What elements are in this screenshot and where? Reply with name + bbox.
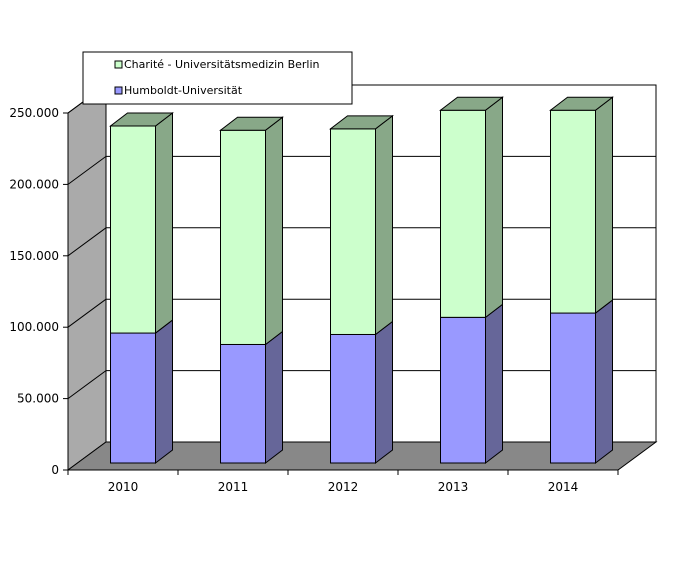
bar-side-face <box>375 114 393 336</box>
bar-front-face <box>330 333 376 464</box>
bar-segment-charite-2014 <box>549 96 614 315</box>
bar-front-face <box>110 125 156 334</box>
bar-top-face <box>549 96 614 111</box>
bar-side-face <box>595 96 613 315</box>
bar-segment-charite-2011 <box>219 116 284 346</box>
legend-label-charite: Charité - Universitätsmedizin Berlin <box>124 58 320 71</box>
y-tick-label: 250.000 <box>9 106 59 120</box>
x-tick-label: 2011 <box>218 480 249 494</box>
legend-swatch-charite <box>114 60 123 69</box>
bars <box>109 96 614 465</box>
bar-segment-charite-2010 <box>109 111 174 335</box>
y-tick-label: 100.000 <box>9 320 59 334</box>
bar-segment-humboldt-2013 <box>440 303 503 465</box>
bar-top-face <box>439 96 504 111</box>
gridline <box>67 370 107 400</box>
y-tick-label: 150.000 <box>9 249 59 263</box>
bar-front-face <box>440 109 486 318</box>
legend-label-humboldt: Humboldt-Universität <box>124 84 243 97</box>
y-tick-label: 0 <box>51 463 59 477</box>
gridline <box>67 298 107 328</box>
bar-side-face <box>485 96 503 319</box>
bar-segment-humboldt-2011 <box>220 330 283 465</box>
bar-top-face <box>219 116 284 131</box>
bar-front-face <box>550 312 596 464</box>
bar-front-face <box>220 129 266 345</box>
bar-side-face <box>265 330 283 465</box>
axes: 0 50.000 100.000 150.000 200.000 250.000 2010 2… <box>9 106 619 494</box>
gridline <box>67 155 107 185</box>
bar-segment-charite-2012 <box>329 114 394 336</box>
legend-box <box>82 51 353 105</box>
bar-top-face <box>109 112 174 127</box>
bar-top-face <box>329 115 394 130</box>
bar-front-face <box>550 109 596 314</box>
legend: Charité - Universitätsmedizin Berlin Hum… <box>82 51 353 105</box>
bar-side-face <box>595 299 613 465</box>
side-wall <box>67 84 107 471</box>
bar-side-face <box>485 303 503 465</box>
y-tick-label: 50.000 <box>17 392 59 406</box>
bar-segment-humboldt-2012 <box>330 320 393 465</box>
x-tick-label: 2013 <box>438 480 469 494</box>
bar-segment-humboldt-2010 <box>110 319 173 465</box>
bar-front-face <box>110 332 156 464</box>
bar-segment-charite-2013 <box>439 96 504 319</box>
legend-swatch-humboldt <box>114 86 123 95</box>
bar-side-face <box>375 320 393 465</box>
bar-side-face <box>155 319 173 465</box>
bar-side-face <box>155 111 173 335</box>
bar-front-face <box>220 343 266 464</box>
bar-side-face <box>265 116 283 346</box>
x-tick-label: 2012 <box>328 480 359 494</box>
bar-front-face <box>440 316 486 464</box>
x-tick-label: 2010 <box>108 480 139 494</box>
x-tick-label: 2014 <box>548 480 579 494</box>
bar-front-face <box>330 128 376 335</box>
y-tick-label: 200.000 <box>9 177 59 191</box>
gridline <box>67 227 107 257</box>
bar-segment-humboldt-2014 <box>550 299 613 465</box>
